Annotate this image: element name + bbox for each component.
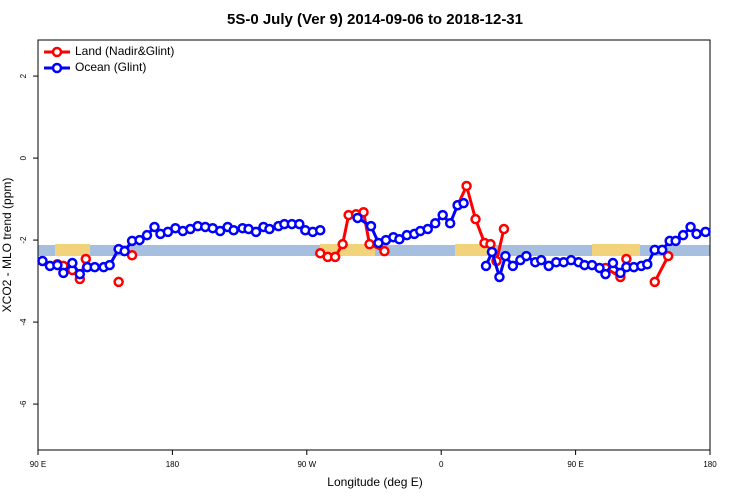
data-point: [642, 259, 653, 270]
x-tick-label: 180: [166, 460, 180, 469]
chart-title: 5S-0 July (Ver 9) 2014-09-06 to 2018-12-…: [227, 11, 523, 28]
land-patch: [592, 244, 640, 256]
data-point: [74, 268, 86, 280]
y-tick-label: 2: [19, 73, 28, 78]
data-point: [507, 260, 519, 272]
data-point: [250, 226, 262, 238]
land-patch: [55, 244, 90, 256]
y-tick-label: -6: [19, 400, 28, 408]
legend-label: Land (Nadir&Glint): [75, 44, 174, 58]
data-point: [521, 250, 532, 262]
data-point: [352, 212, 363, 224]
data-point: [458, 197, 469, 209]
x-axis-label: Longitude (deg E): [327, 475, 422, 489]
data-point: [80, 253, 92, 265]
legend-marker: [51, 62, 63, 74]
data-point: [494, 271, 505, 283]
data-point: [662, 250, 674, 262]
data-point: [365, 220, 377, 232]
data-point: [214, 225, 226, 237]
data-point: [141, 229, 153, 241]
data-point: [113, 276, 124, 288]
data-point: [500, 250, 511, 262]
y-axis-label: XCO2 - MLO trend (ppm): [0, 178, 14, 313]
data-point: [461, 180, 472, 192]
data-point: [379, 245, 390, 257]
data-point: [656, 244, 668, 256]
x-tick-label: 90 W: [297, 460, 316, 469]
data-point: [228, 224, 239, 236]
legend-label: Ocean (Glint): [75, 60, 146, 74]
data-point: [600, 268, 611, 280]
data-point: [314, 224, 326, 236]
data-point: [594, 262, 605, 274]
y-tick-label: 0: [19, 155, 28, 160]
legend-marker: [51, 46, 63, 58]
x-tick-label: 90 E: [567, 460, 583, 469]
data-point: [480, 260, 492, 272]
data-point: [358, 206, 369, 218]
y-tick-label: -2: [19, 236, 28, 244]
data-point: [134, 234, 145, 246]
x-tick-label: 180: [703, 460, 717, 469]
plot-frame: [37, 39, 711, 451]
data-point: [149, 221, 160, 233]
data-point: [126, 250, 138, 261]
data-point: [264, 223, 275, 235]
data-point: [294, 218, 305, 230]
data-point: [470, 213, 481, 225]
data-point: [364, 238, 375, 250]
data-point: [691, 228, 702, 240]
data-point: [444, 218, 456, 229]
data-point: [685, 221, 696, 233]
data-point: [498, 223, 510, 235]
data-point: [607, 257, 619, 269]
data-point: [429, 218, 441, 229]
data-point: [670, 235, 681, 247]
data-point: [615, 267, 626, 279]
data-point: [67, 257, 78, 269]
data-point: [37, 255, 48, 267]
y-tick-label: -4: [19, 318, 28, 326]
x-tick-label: 0: [439, 460, 444, 469]
x-tick-label: 90 E: [30, 460, 46, 469]
data-point: [422, 223, 434, 235]
data-point: [437, 209, 448, 221]
data-point: [337, 238, 348, 250]
data-point: [52, 259, 63, 271]
data-point: [329, 251, 341, 263]
data-point: [677, 229, 689, 241]
data-point: [536, 254, 547, 266]
data-point: [394, 234, 405, 245]
data-point: [104, 259, 115, 271]
data-point: [621, 253, 632, 265]
data-point: [486, 246, 498, 258]
data-point: [700, 226, 711, 238]
data-point: [119, 245, 130, 257]
data-point: [649, 276, 660, 288]
data-point: [58, 267, 69, 279]
data-point: [89, 261, 100, 273]
